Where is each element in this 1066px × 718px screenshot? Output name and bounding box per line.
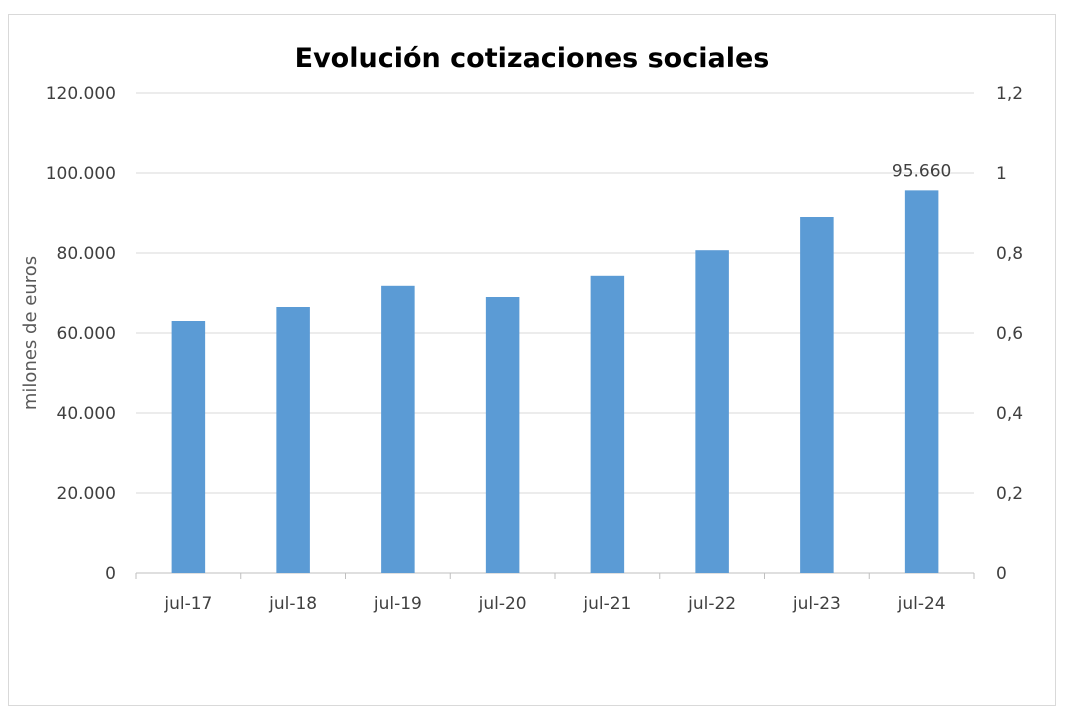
- y-tick-label: 120.000: [46, 84, 116, 104]
- y-axis-title: milones de euros: [20, 256, 41, 410]
- x-tick-label: jul-20: [478, 594, 527, 614]
- y-tick-label: 40.000: [57, 404, 116, 424]
- bar-jul-24: [904, 190, 939, 574]
- bar-jul-19: [381, 285, 415, 573]
- y2-tick-label: 0,4: [996, 404, 1023, 424]
- bar-jul-17: [171, 321, 206, 573]
- x-tick-label: jul-18: [268, 594, 317, 614]
- y2-tick-label: 0: [996, 564, 1007, 584]
- y2-tick-label: 0,8: [996, 244, 1023, 264]
- data-label: 95.660: [892, 161, 951, 181]
- y2-tick-label: 1,2: [996, 84, 1023, 104]
- y-axis-right: 0 0,2 0,4 0,6 0,8 1 1,2: [996, 84, 1023, 584]
- bar-jul-22: [695, 250, 729, 573]
- y-tick-label: 20.000: [57, 484, 116, 504]
- x-tick-label: jul-17: [163, 594, 212, 614]
- y-tick-label: 0: [105, 564, 116, 584]
- y2-tick-label: 1: [996, 164, 1007, 184]
- y-tick-label: 60.000: [57, 324, 116, 344]
- chart-title: Evolución cotizaciones sociales: [295, 43, 770, 74]
- y2-tick-label: 0,6: [996, 324, 1023, 344]
- x-tick-label: jul-23: [792, 594, 841, 614]
- x-axis: jul-17 jul-18 jul-19 jul-20 jul-21 jul-22 jul-…: [135, 573, 975, 614]
- x-tick-label: jul-21: [582, 594, 631, 614]
- x-tick-label: jul-24: [897, 594, 946, 614]
- gridlines: [136, 92, 974, 574]
- bar-jul-20: [485, 297, 520, 573]
- y-tick-label: 100.000: [46, 164, 116, 184]
- x-tick-label: jul-19: [373, 594, 422, 614]
- x-tick-label: jul-22: [687, 594, 736, 614]
- y-axis-left: 0 20.000 40.000 60.000 80.000 100.000 120.000: [46, 84, 116, 584]
- bar-jul-21: [590, 275, 625, 573]
- y-tick-label: 80.000: [57, 244, 116, 264]
- bars: [171, 190, 939, 574]
- data-labels: 95.660: [892, 161, 951, 181]
- y2-tick-label: 0,2: [996, 484, 1023, 504]
- bar-jul-23: [800, 217, 834, 573]
- bar-jul-18: [276, 307, 310, 573]
